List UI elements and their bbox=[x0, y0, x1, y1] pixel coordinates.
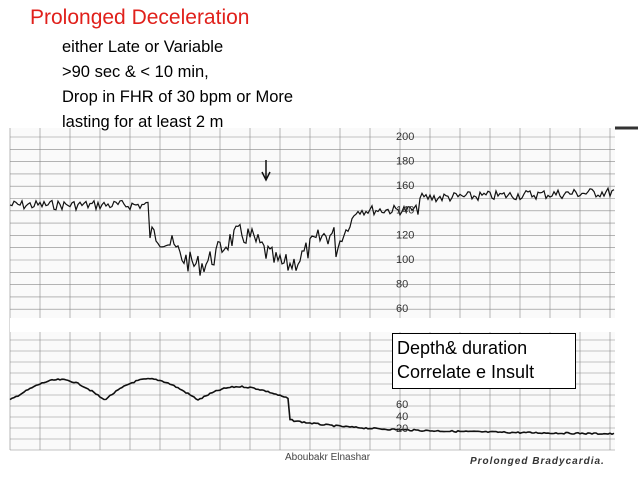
footer: Aboubakr Elnashar bbox=[285, 452, 371, 463]
strip-grid bbox=[9, 128, 615, 451]
scale-label: 80 bbox=[396, 279, 408, 291]
scale-label: 200 bbox=[396, 131, 414, 143]
bullet: either Late or Variable bbox=[62, 38, 224, 56]
scale-label: 60 bbox=[396, 303, 408, 315]
strip-paper bbox=[10, 128, 615, 450]
scale-label: 20 bbox=[396, 423, 408, 435]
note-line: Depth& duration bbox=[397, 338, 528, 358]
bullet: >90 sec & < 10 min, bbox=[62, 63, 209, 81]
scale-label: 60 bbox=[396, 399, 408, 411]
scale-label: 120 bbox=[396, 229, 414, 241]
scale-label: 100 bbox=[396, 254, 414, 266]
bullet: lasting for at least 2 m bbox=[62, 113, 224, 131]
scale-label: 160 bbox=[396, 180, 414, 192]
note-line: Correlate e Insult bbox=[397, 362, 535, 382]
arrow bbox=[261, 160, 271, 182]
fhr-trace bbox=[9, 186, 615, 276]
scale-label: 140 bbox=[396, 205, 414, 217]
note-box: Depth& duration Correlate e Insult bbox=[392, 333, 576, 389]
scale-label: 180 bbox=[396, 156, 414, 168]
slide-title: Prolonged Deceleration bbox=[30, 6, 250, 29]
toco-trace bbox=[9, 377, 615, 436]
strip-caption: Prolonged Bradycardia. bbox=[470, 456, 605, 467]
scale-label: 40 bbox=[396, 411, 408, 423]
bullet: Drop in FHR of 30 bpm or More bbox=[62, 88, 294, 106]
